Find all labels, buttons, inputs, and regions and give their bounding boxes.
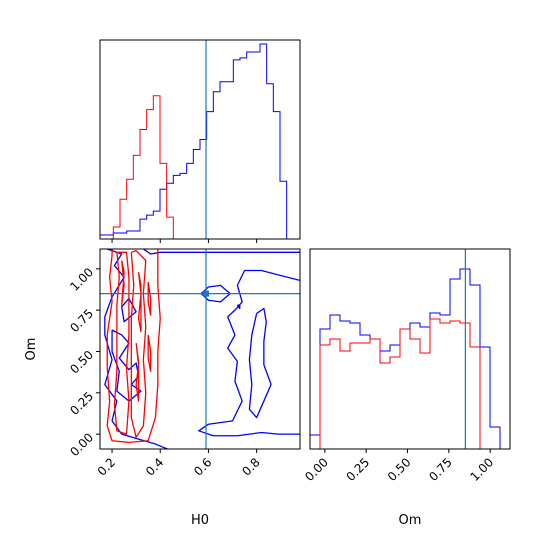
joint-om-ytick-label: 0.25 — [67, 389, 96, 418]
contour-blue-7 — [236, 304, 241, 310]
ylabel-om: Om — [24, 338, 39, 361]
hist-om-series-red — [310, 318, 510, 449]
truth-marker — [203, 290, 210, 297]
frame-hist1 — [309, 248, 511, 450]
contour-blue-3 — [121, 298, 137, 323]
contour-red-3 — [121, 260, 125, 306]
hist-h0-series-blue — [100, 43, 300, 239]
joint-om-ytick-label: 1.00 — [67, 265, 96, 294]
hist-om-xtick-label: 0.00 — [302, 455, 331, 484]
joint-om-ytick-label: 0.00 — [67, 430, 96, 459]
xlabel-om: Om — [399, 513, 422, 528]
hist-h0-series-red — [100, 95, 300, 239]
joint-h0-xtick-label: 0.8 — [239, 455, 262, 478]
histogram-h0 — [100, 43, 300, 239]
contour-red-7 — [147, 334, 152, 372]
joint-h0-xtick-label: 0.6 — [191, 455, 214, 478]
contour-blue-1 — [143, 249, 300, 255]
joint-h0-xtick-label: 0.2 — [95, 455, 118, 478]
xlabel-h0: H0 — [191, 513, 209, 528]
joint-contours — [104, 249, 300, 449]
contour-blue-0 — [104, 249, 168, 449]
contour-red-5 — [135, 343, 140, 402]
contour-blue-2 — [111, 329, 142, 402]
contour-red-4 — [137, 272, 142, 333]
hist-om-xtick-label: 0.25 — [344, 455, 373, 484]
contour-blue-5 — [198, 269, 300, 437]
hist-om-xtick-label: 1.00 — [467, 455, 496, 484]
hist-om-xtick-label: 0.75 — [426, 455, 455, 484]
frame-hist0 — [99, 39, 301, 240]
hist-om-xtick-label: 0.50 — [385, 455, 414, 484]
histogram-om — [310, 268, 510, 449]
contour-red-2 — [130, 250, 147, 439]
joint-om-ytick-label: 0.75 — [67, 306, 96, 335]
joint-h0-xtick-label: 0.4 — [143, 455, 166, 478]
contour-red-6 — [147, 281, 152, 316]
joint-om-ytick-label: 0.50 — [67, 348, 96, 377]
contour-red-1 — [113, 251, 130, 435]
hist-om-series-blue — [310, 268, 510, 449]
contour-blue-6 — [248, 307, 272, 419]
frame-joint — [99, 248, 301, 450]
